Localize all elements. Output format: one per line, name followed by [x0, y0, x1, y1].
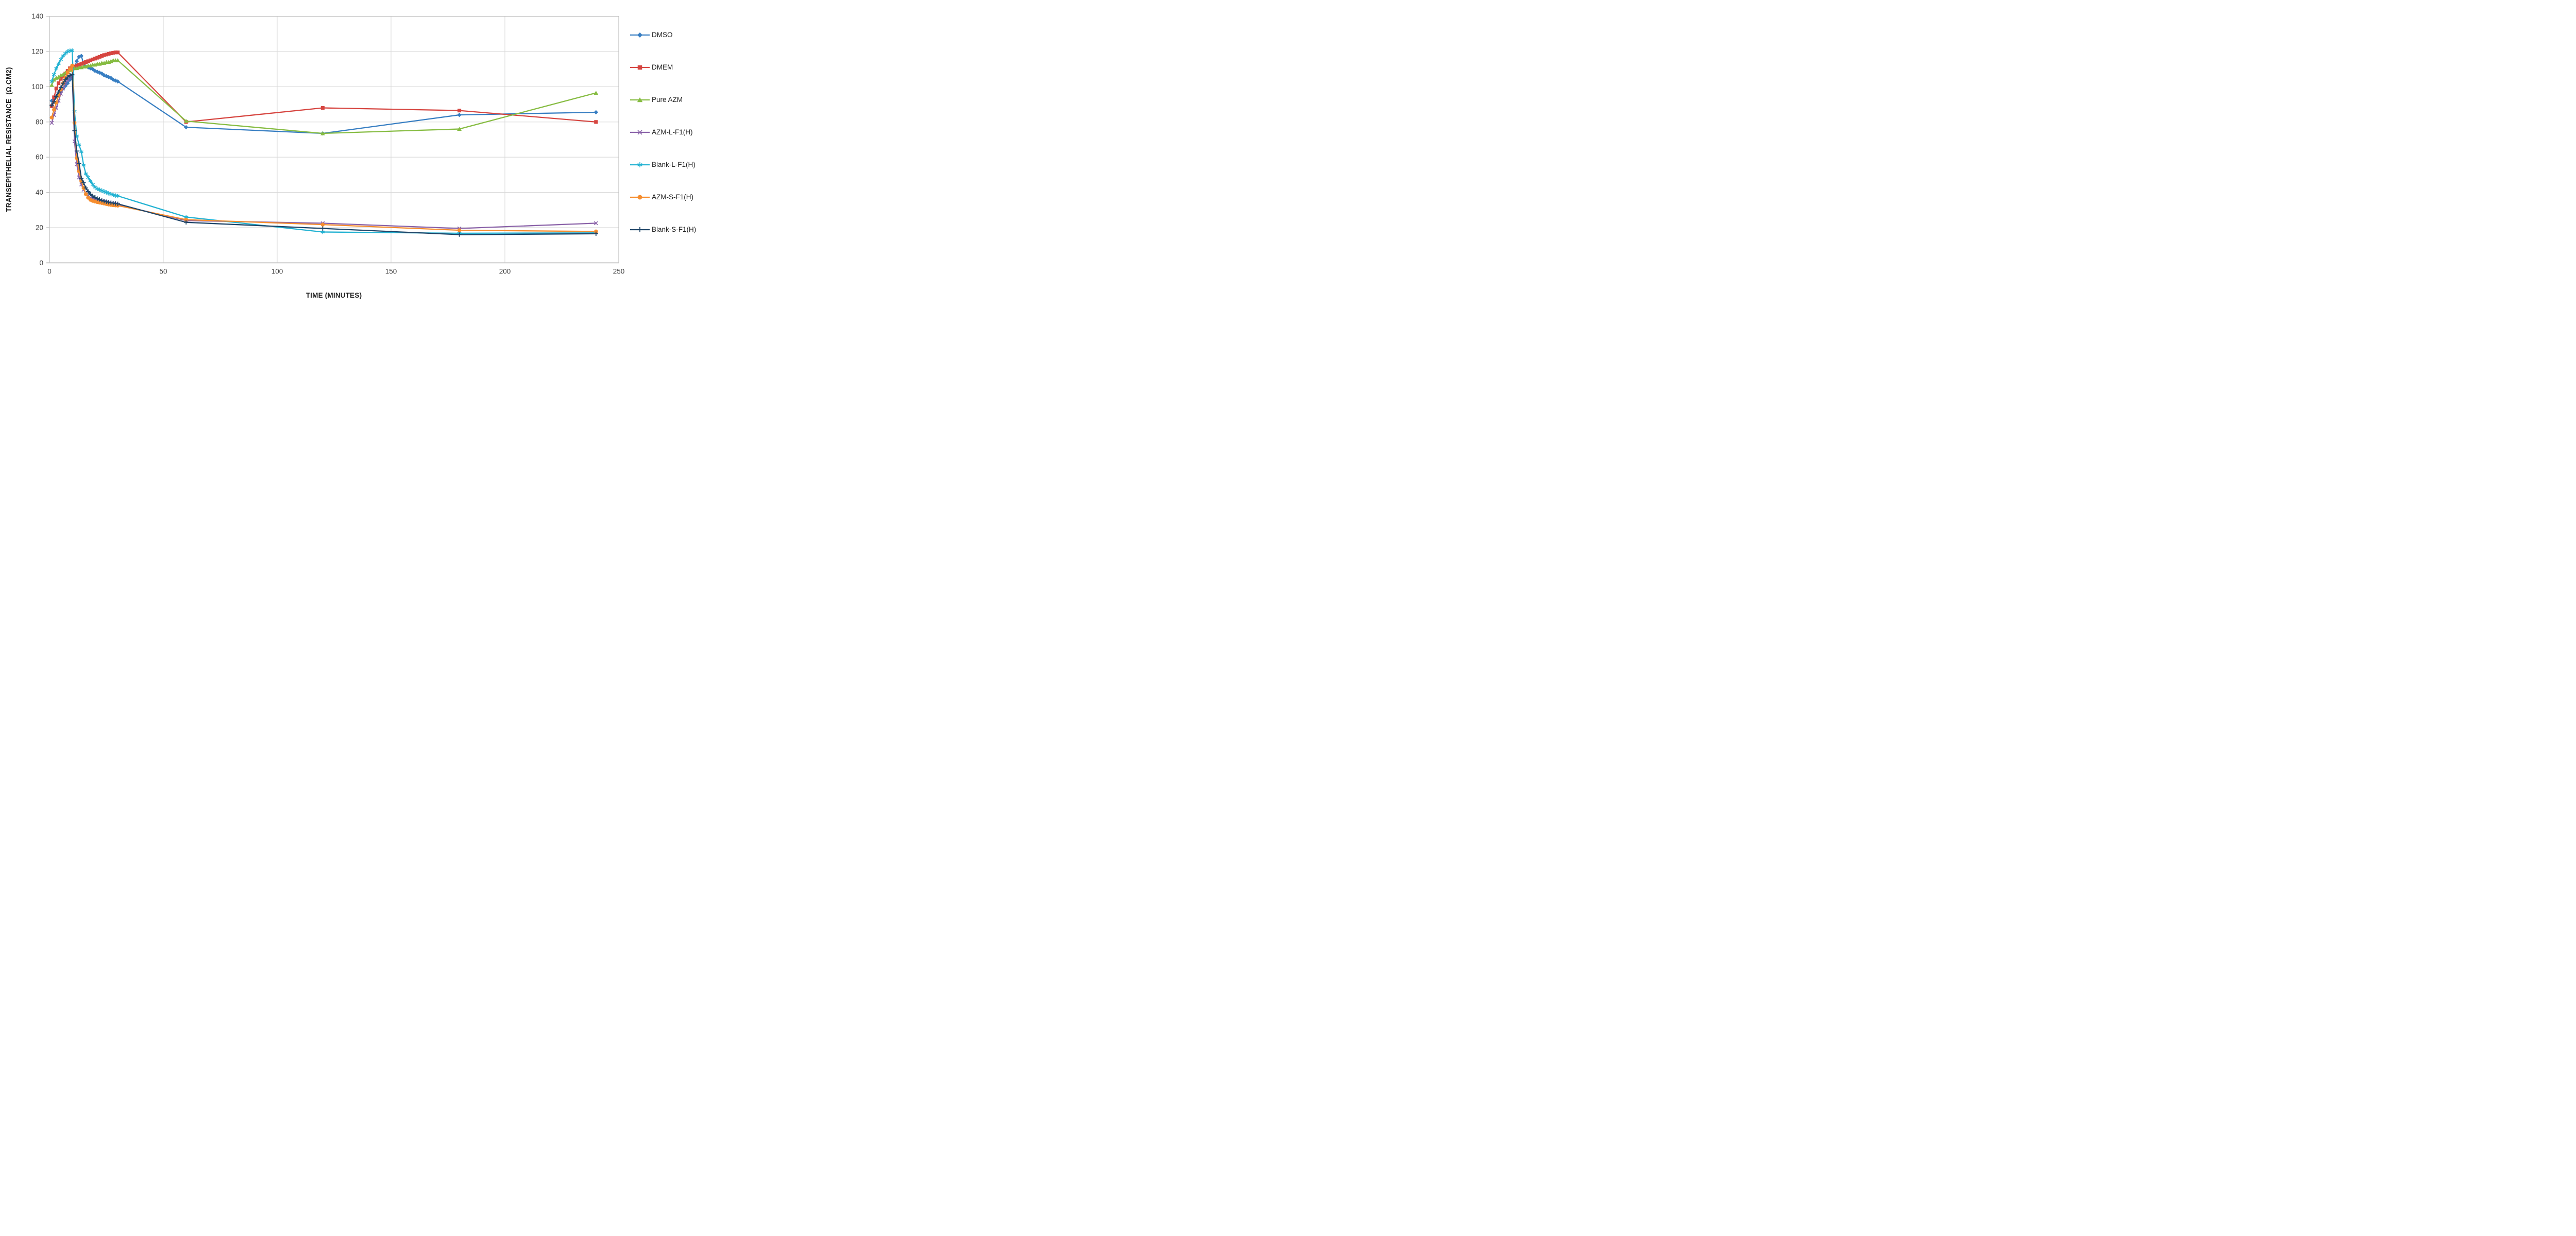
series-markers-DMEM [49, 50, 598, 124]
x-tick-label: 250 [613, 267, 625, 275]
series-markers-AZM-L-F1(H) [49, 73, 598, 231]
series-line-Blank-S-F1(H) [51, 74, 596, 235]
legend-label: Blank-S-F1(H) [652, 226, 697, 233]
legend-item-DMEM: DMEM [630, 51, 696, 83]
y-tick-labels: 0 20 40 60 80 100 120 140 [31, 12, 43, 267]
legend-item-AZM-S-F1(H): AZM-S-F1(H) [630, 181, 696, 213]
plot-area: 0 20 40 60 80 100 120 140 0 50 100 150 200 250 [31, 12, 624, 275]
series-markers-AZM-S-F1(H) [49, 63, 598, 234]
series-line-Blank-L-F1(H) [51, 50, 596, 234]
legend-marker-square-icon [630, 65, 650, 70]
legend: DMSO DMEM Pure AZM AZM-L-F1(H) Blank-L-F1(H)… [630, 19, 696, 246]
y-tick-label: 60 [36, 153, 43, 161]
legend-label: AZM-L-F1(H) [652, 128, 693, 136]
x-tick-label: 100 [272, 267, 283, 275]
legend-item-Pure AZM: Pure AZM [630, 83, 696, 116]
legend-label: Pure AZM [652, 96, 683, 104]
legend-label: DMSO [652, 31, 673, 39]
y-tick-label: 20 [36, 224, 43, 231]
legend-marker-plus-icon [630, 227, 650, 232]
series-line-DMEM [51, 52, 596, 123]
x-tick-label: 150 [385, 267, 397, 275]
legend-marker-x-icon [630, 129, 650, 135]
legend-marker-triangle-icon [630, 97, 650, 102]
series-line-AZM-S-F1(H) [51, 65, 596, 232]
y-tick-label: 120 [31, 48, 43, 56]
x-axis-title: TIME (MINUTES) [306, 291, 362, 299]
legend-marker-asterisk-icon [630, 162, 650, 167]
series-markers-Blank-S-F1(H) [49, 72, 598, 237]
y-tick-label: 100 [31, 83, 43, 91]
legend-item-AZM-L-F1(H): AZM-L-F1(H) [630, 116, 696, 148]
series-markers-Pure AZM [49, 58, 599, 135]
legend-label: AZM-S-F1(H) [652, 193, 693, 201]
x-tick-label: 50 [159, 267, 167, 275]
y-axis-title: TRANSEPITHELIAL RESISTANCE (Ω.CM2) [5, 67, 13, 212]
y-tick-label: 40 [36, 188, 43, 196]
legend-item-DMSO: DMSO [630, 19, 696, 51]
legend-label: DMEM [652, 63, 673, 71]
legend-marker-circle-icon [630, 195, 650, 199]
x-tick-labels: 0 50 100 150 200 250 [47, 267, 624, 275]
y-tick-label: 0 [39, 259, 43, 267]
legend-label: Blank-L-F1(H) [652, 161, 696, 168]
legend-marker-diamond-icon [630, 32, 650, 38]
series-line-Pure AZM [51, 60, 597, 134]
series-line-AZM-L-F1(H) [51, 75, 596, 229]
y-tick-label: 140 [31, 12, 43, 20]
y-tick-label: 80 [36, 118, 43, 126]
y-axis-ticks [46, 16, 49, 263]
teer-line-chart: 0 20 40 60 80 100 120 140 0 50 100 150 200 250 TRANSE… [0, 0, 703, 309]
x-tick-label: 200 [499, 267, 511, 275]
x-tick-label: 0 [47, 267, 52, 275]
legend-item-Blank-S-F1(H): Blank-S-F1(H) [630, 213, 696, 246]
legend-item-Blank-L-F1(H): Blank-L-F1(H) [630, 148, 696, 181]
